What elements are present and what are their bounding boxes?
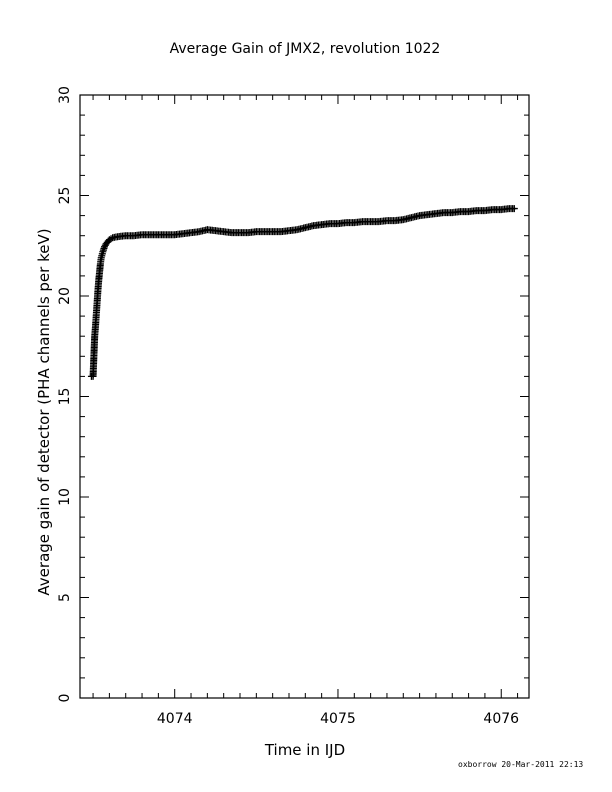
y-tick-label: 10 — [57, 488, 73, 506]
y-tick-label: 15 — [57, 388, 73, 406]
x-tick-label: 4076 — [483, 711, 519, 727]
y-axis-label: Average gain of detector (PHA channels p… — [35, 228, 53, 595]
y-tick-label: 20 — [57, 287, 73, 305]
axis-ticks — [80, 94, 529, 699]
plot-frame — [79, 94, 530, 699]
plot-footer: oxborrow 20-Mar-2011 22:13 — [458, 760, 584, 769]
x-axis-label: Time in IJD — [264, 741, 345, 759]
x-tick-labels: 4074 4075 4076 — [157, 711, 519, 727]
data-point — [107, 235, 115, 243]
chart-title: Average Gain of JMX2, revolution 1022 — [170, 41, 441, 57]
y-tick-labels: 0 5 10 15 20 25 30 — [57, 86, 73, 702]
y-tick-label: 30 — [57, 86, 73, 104]
y-tick-label: 0 — [57, 694, 73, 703]
x-tick-label: 4074 — [157, 711, 193, 727]
data-points — [87, 205, 518, 380]
data-point — [510, 205, 518, 213]
y-tick-label: 25 — [57, 187, 73, 205]
data-point — [100, 243, 108, 251]
y-tick-label: 5 — [57, 593, 73, 602]
x-tick-label: 4075 — [320, 711, 356, 727]
